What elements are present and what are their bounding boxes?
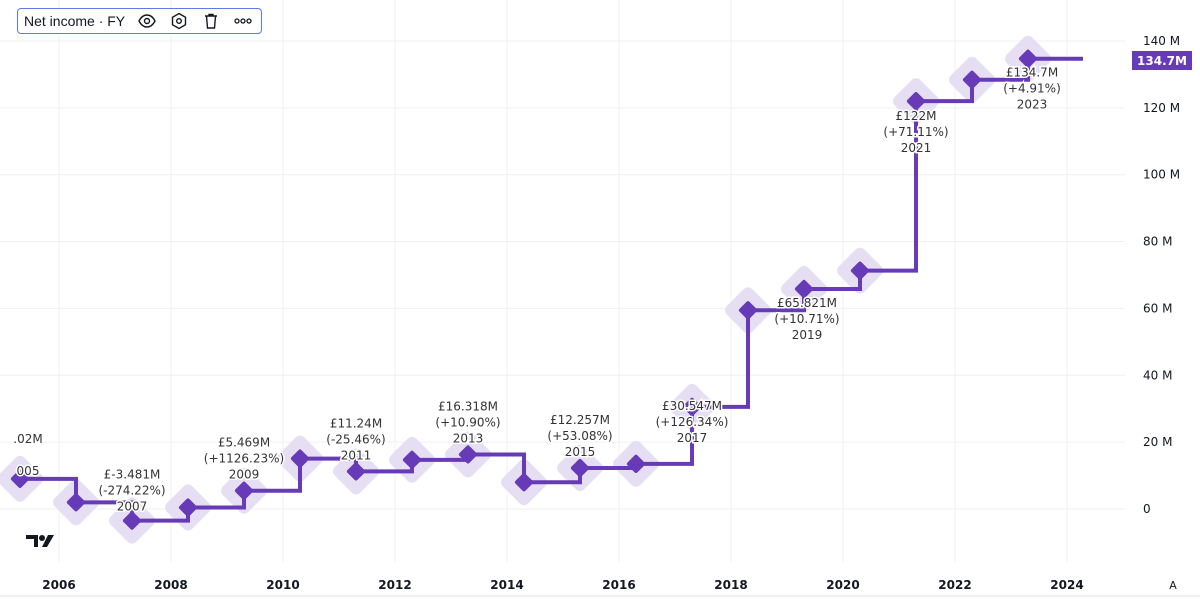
data-point-marker: [626, 454, 646, 473]
annotation-2009: £5.469M (+1126.23%) 2009: [202, 434, 285, 483]
data-point-marker: [850, 261, 870, 280]
annotation-value: .02M: [13, 432, 42, 446]
y-tick-label: 40 M: [1143, 368, 1172, 382]
y-tick-label: 80 M: [1143, 235, 1172, 249]
data-point-marker: [234, 481, 254, 500]
y-tick-label: 20 M: [1143, 435, 1172, 449]
data-point-marker: [346, 462, 366, 481]
annotation-2007: £-3.481M (-274.22%) 2007: [97, 466, 167, 515]
x-tick-label: 2022: [938, 578, 971, 592]
logo-part: [26, 535, 38, 547]
more-icon[interactable]: [233, 11, 253, 31]
data-point-marker: [178, 498, 198, 517]
y-tick-label: 0: [1143, 502, 1151, 516]
trash-icon[interactable]: [201, 11, 221, 31]
data-point-marker: [290, 449, 310, 468]
data-point-marker: [570, 458, 590, 478]
data-point-marker: [794, 279, 814, 299]
x-tick-label: 2010: [266, 578, 299, 592]
annotation-change: (-25.46%): [326, 432, 385, 446]
annotation-change: (+10.71%): [774, 312, 839, 326]
settings-icon[interactable]: [169, 11, 189, 31]
data-point-marker: [10, 469, 30, 488]
annotation-change: (-274.22%): [98, 484, 165, 498]
x-tick-label: 2016: [602, 578, 635, 592]
annotation-label: 2021: [901, 141, 932, 155]
annotation-value: £122M: [896, 109, 937, 123]
annotation-change: (+4.91%): [1003, 82, 1061, 96]
y-tick-label: 140 M: [1143, 34, 1180, 48]
tradingview-logo: [26, 535, 54, 547]
annotation-label: 2017: [677, 431, 708, 445]
eye-icon[interactable]: [137, 11, 157, 31]
annotation-value: £30.547M: [662, 399, 722, 413]
annotation-value: £11.24M: [330, 416, 382, 430]
x-tick-label: 2012: [378, 578, 411, 592]
annotation-value: £134.7M: [1006, 66, 1058, 80]
y-tick-label: 120 M: [1143, 101, 1180, 115]
auto-scale-button[interactable]: A: [1169, 578, 1177, 592]
annotation-change: (+10.90%): [435, 415, 500, 429]
x-tick-label: 2024: [1050, 578, 1083, 592]
annotation-label: 2023: [1017, 98, 1048, 112]
annotation-2015: £12.257M (+53.08%) 2015: [546, 412, 614, 461]
annotation-label: 005: [17, 464, 40, 478]
annotation-change: (+126.34%): [656, 415, 729, 429]
annotation-2023: £134.7M (+4.91%) 2023: [1002, 64, 1063, 113]
y-tick-label: 60 M: [1143, 301, 1172, 315]
annotation-label: 2011: [341, 448, 372, 462]
logo-part: [42, 535, 54, 547]
data-point-marker: [66, 493, 86, 512]
data-point-marker: [514, 473, 534, 492]
annotation-2019: £65.821M (+10.71%) 2019: [773, 294, 841, 343]
annotation-2013: £16.318M (+10.90%) 2013: [434, 398, 502, 447]
annotation-2017: £30.547M (+126.34%) 2017: [654, 397, 730, 446]
x-tick-label: 2008: [154, 578, 187, 592]
annotation-change: (+71.11%): [883, 125, 948, 139]
x-tick-label: 2018: [714, 578, 747, 592]
annotation-label: 2013: [453, 431, 484, 445]
annotation-change: (+53.08%): [547, 429, 612, 443]
x-tick-label: 2006: [42, 578, 75, 592]
data-point-marker: [738, 301, 758, 320]
annotation-change: (+1126.23%): [204, 452, 284, 466]
annotation-value: £5.469M: [218, 436, 270, 450]
data-point-marker: [962, 70, 982, 89]
annotation-label: 2007: [117, 500, 148, 514]
logo-part: [39, 535, 45, 541]
y-tick-label: 100 M: [1143, 168, 1180, 182]
data-point-marker: [402, 450, 422, 469]
annotation-value: £16.318M: [438, 399, 498, 413]
data-point-marker: [682, 397, 702, 416]
last-value-badge: 134.7M: [1132, 51, 1192, 70]
x-tick-label: 2020: [826, 578, 859, 592]
annotation-2021: £122M (+71.11%) 2021: [882, 108, 950, 157]
annotation-label: 2019: [792, 328, 823, 342]
legend-title: Net income · FY: [24, 13, 126, 29]
net-income-step-line: [20, 56, 1083, 523]
annotation-label: 2015: [565, 445, 596, 459]
data-point-marker: [458, 445, 478, 464]
series-legend[interactable]: Net income · FY: [17, 8, 263, 34]
data-point-marker: [906, 92, 926, 111]
annotation-value: £12.257M: [550, 413, 610, 427]
data-point-marker: [122, 511, 142, 530]
annotation-2011: £11.24M (-25.46%) 2011: [325, 415, 387, 464]
x-tick-label: 2014: [490, 578, 523, 592]
annotation-2005: .02M 005: [12, 430, 44, 479]
annotation-label: 2009: [229, 468, 260, 482]
annotation-value: £65.821M: [777, 296, 837, 310]
data-point-marker: [1018, 49, 1038, 68]
annotation-value: £-3.481M: [104, 468, 161, 482]
